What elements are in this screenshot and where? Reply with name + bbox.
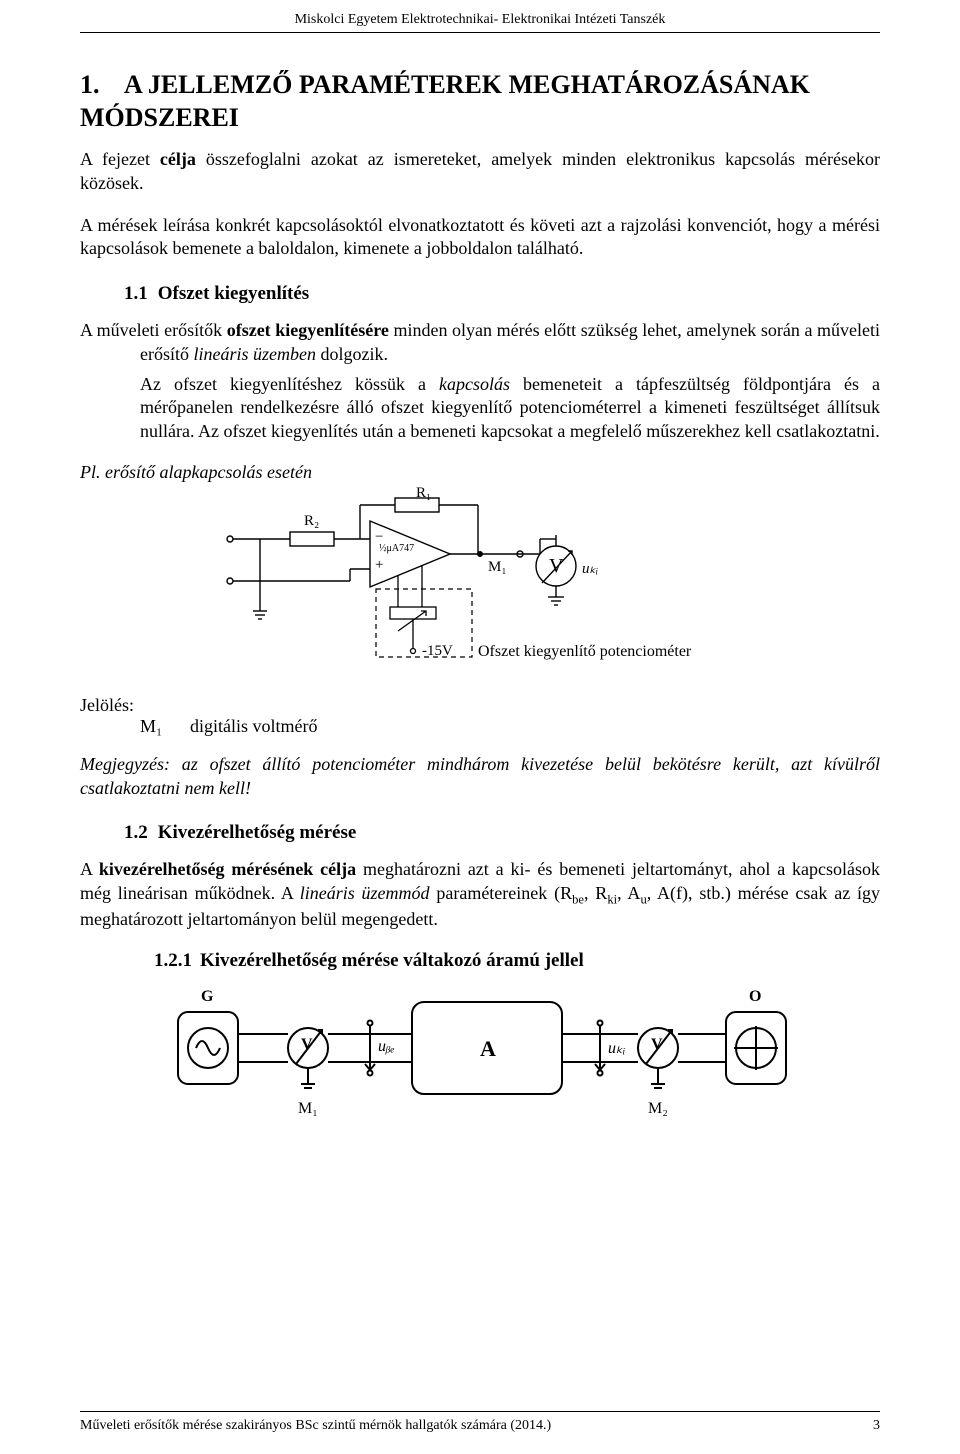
subsection-1-2-title: Kivezérelhetőség mérése: [158, 822, 357, 843]
text-fragment: összefoglalni azokat az ismereteket, ame…: [80, 149, 880, 193]
section-1-heading: 1.A JELLEMZŐ PARAMÉTEREK MEGHATÁROZÁSÁNA…: [80, 69, 880, 134]
label-v-meter: V: [549, 555, 563, 578]
label-ube: uᵦₑ: [378, 1038, 395, 1056]
page-footer: Műveleti erősítők mérése szakirányos BSc…: [80, 1411, 880, 1434]
text-fragment-italic: lineáris üzemmód: [300, 883, 430, 903]
label-block-a: A: [480, 1036, 496, 1062]
label-pot-caption: Ofszet kiegyenlítő potenciométer: [478, 643, 691, 661]
label-uki2: uₖᵢ: [608, 1038, 625, 1058]
text-fragment-bold: kivezérelhetőség mérésének célja: [99, 859, 356, 879]
text-fragment: , A: [617, 883, 640, 903]
text-fragment: A: [80, 859, 99, 879]
subsubsection-1-2-1-heading: 1.2.1 Kivezérelhetőség mérése váltakozó á…: [154, 950, 880, 972]
paragraph-offset-2: Az ofszet kiegyenlítéshez kössük a kapcs…: [140, 373, 880, 444]
legend-desc: digitális voltmérő: [190, 716, 318, 736]
subsubsection-num: 1.2.1: [154, 950, 192, 971]
subsection-1-2-num: 1.2: [124, 822, 148, 843]
page-header: Miskolci Egyetem Elektrotechnikai- Elekt…: [80, 0, 880, 33]
legend-row-m1: M₁digitális voltmérő: [140, 716, 880, 737]
figure-1-caption: Pl. erősítő alapkapcsolás esetén: [80, 462, 880, 483]
label-m1: M₁: [488, 559, 507, 576]
subsection-1-1-title: Ofszet kiegyenlítés: [158, 283, 309, 304]
label-r1: R₁: [416, 485, 431, 502]
section-1-num: 1.: [80, 69, 124, 102]
label-uki: uₖᵢ: [582, 559, 598, 578]
paragraph-drive: A kivezérelhetőség mérésének célja megha…: [80, 858, 880, 932]
label-block-o: O: [749, 988, 761, 1006]
text-fragment-bold: célja: [160, 149, 196, 169]
label-block-v2: V: [651, 1036, 663, 1054]
label-m1-fig2: M₁: [298, 1100, 318, 1118]
paragraph-offset-1: A műveleti erősítők ofszet kiegyenlítésé…: [80, 319, 880, 367]
section-1-title: A JELLEMZŐ PARAMÉTEREK MEGHATÁROZÁSÁNAK …: [80, 70, 810, 132]
block-diagram-svg: [160, 988, 800, 1148]
legend-heading: Jelölés:: [80, 695, 880, 716]
intro-paragraph-1: A fejezet célja összefoglalni azokat az …: [80, 148, 880, 196]
label-block-v1: V: [301, 1036, 313, 1054]
text-fragment: paramétereinek (R: [430, 883, 573, 903]
text-fragment-italic: lineáris üzemben: [194, 344, 316, 364]
legend-block: Jelölés: M₁digitális voltmérő: [80, 695, 880, 737]
label-m2-fig2: M₂: [648, 1100, 668, 1118]
footer-left: Műveleti erősítők mérése szakirányos BSc…: [80, 1418, 551, 1434]
footer-page-number: 3: [873, 1418, 880, 1434]
text-fragment: Az ofszet kiegyenlítéshez kössük a: [140, 374, 439, 394]
label-block-g: G: [201, 988, 213, 1006]
text-fragment: , R: [584, 883, 607, 903]
text-fragment-italic: kapcsolás: [439, 374, 510, 394]
note-paragraph: Megjegyzés: az ofszet állító potenciomét…: [80, 753, 880, 801]
legend-symbol: M₁: [140, 716, 190, 737]
subsection-1-1-num: 1.1: [124, 283, 148, 304]
intro-paragraph-2: A mérések leírása konkrét kapcsolásoktól…: [80, 214, 880, 262]
subsection-1-1-heading: 1.1 Ofszet kiegyenlítés: [124, 283, 880, 305]
text-fragment: dolgozik.: [316, 344, 388, 364]
subsection-1-2-heading: 1.2 Kivezérelhetőség mérése: [124, 822, 880, 844]
text-sub: be: [572, 893, 584, 907]
figure-1-circuit: R₁ R₂ − + ½μA747 M₁ V uₖᵢ -15V Ofszet ki…: [220, 491, 740, 691]
text-sub: ki: [607, 893, 617, 907]
subsubsection-title: Kivezérelhetőség mérése váltakozó áramú …: [200, 950, 584, 971]
label-minus15v: -15V: [422, 643, 453, 660]
text-fragment: A műveleti erősítők: [80, 320, 227, 340]
text-fragment: A fejezet: [80, 149, 160, 169]
label-part: ½μA747: [379, 543, 414, 554]
circuit-svg: [220, 491, 740, 691]
text-fragment-bold: ofszet kiegyenlítésére: [227, 320, 389, 340]
figure-2-blocks: G V A V O uᵦₑ uₖᵢ M₁ M₂: [160, 988, 800, 1148]
label-r2: R₂: [304, 513, 319, 530]
label-plus: +: [375, 557, 383, 574]
